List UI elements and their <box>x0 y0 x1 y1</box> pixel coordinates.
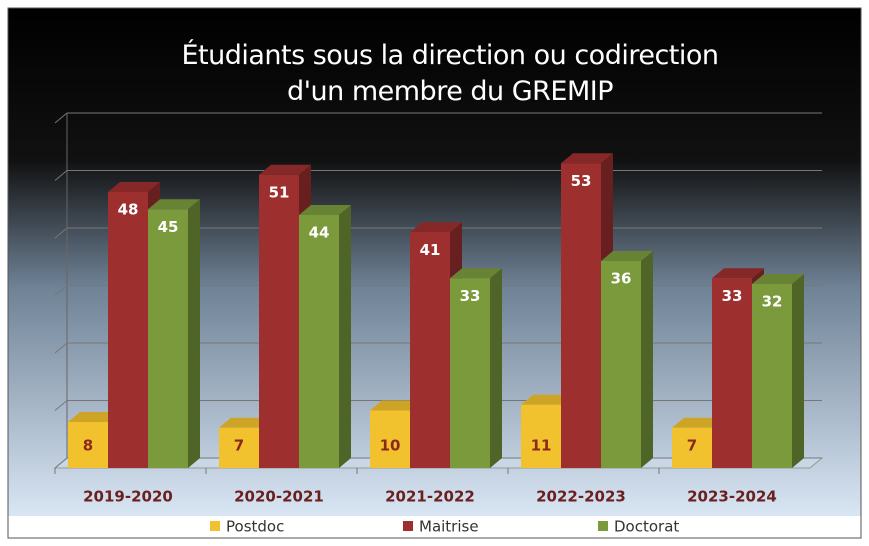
bar <box>601 261 641 468</box>
data-label: 8 <box>83 437 93 455</box>
grid-line-wall <box>54 285 68 296</box>
data-label: 41 <box>420 241 441 259</box>
data-label: 7 <box>687 437 697 455</box>
data-label: 51 <box>269 183 290 201</box>
bar-top <box>219 417 271 428</box>
bar <box>561 163 601 468</box>
bar <box>712 278 752 468</box>
bar <box>672 427 712 468</box>
bar <box>108 192 148 468</box>
bar-top <box>259 164 311 175</box>
data-label: 48 <box>118 201 139 219</box>
grid-line-wall <box>54 170 68 181</box>
legend-swatch <box>403 521 413 531</box>
data-label: 44 <box>309 224 330 242</box>
bar <box>299 215 339 468</box>
grid-line-wall <box>54 457 68 469</box>
bar-top <box>712 268 764 279</box>
bar <box>370 410 410 468</box>
data-label: 32 <box>762 293 783 311</box>
bar-top <box>370 400 422 411</box>
bar <box>68 422 108 468</box>
bar-side <box>792 274 804 468</box>
bar-top <box>410 222 462 233</box>
bar <box>259 174 299 468</box>
bar-top <box>521 394 573 405</box>
data-label: 45 <box>158 218 179 236</box>
data-label: 10 <box>380 437 401 455</box>
bar-side <box>490 268 502 468</box>
bar <box>450 278 490 468</box>
bar <box>752 284 792 468</box>
grid-line-wall <box>54 227 68 239</box>
bar <box>410 232 450 468</box>
bar-top <box>601 251 653 261</box>
data-label: 33 <box>460 287 481 305</box>
x-tick-label: 2020-2021 <box>234 488 324 506</box>
chart-title: Étudiants sous la direction ou codirecti… <box>181 40 719 107</box>
bar-side <box>641 251 653 468</box>
x-tick-label: 2022-2023 <box>536 488 626 506</box>
x-tick-label: 2021-2022 <box>385 488 475 506</box>
legend-swatch <box>598 521 608 531</box>
frame <box>7 7 862 539</box>
bar-top <box>148 199 200 210</box>
bar <box>521 404 561 468</box>
x-tick-label: 2023-2024 <box>687 488 777 506</box>
grid-line-wall <box>54 400 68 411</box>
legend-label: Maitrise <box>419 518 479 536</box>
x-tick-label: 2019-2020 <box>83 488 173 506</box>
grid-line-wall <box>54 342 68 354</box>
bar-top <box>299 205 351 215</box>
data-label: 7 <box>234 437 244 455</box>
bar-top <box>108 182 160 192</box>
bar-top <box>68 412 120 422</box>
legend-swatch <box>210 521 220 531</box>
data-label: 33 <box>722 287 743 305</box>
legend-label: Doctorat <box>614 518 679 536</box>
bar-top <box>672 417 724 428</box>
bar <box>219 427 259 468</box>
data-label: 36 <box>611 270 632 288</box>
bar-side <box>339 205 351 468</box>
bar-side <box>188 199 200 468</box>
data-label: 53 <box>571 172 592 190</box>
legend-label: Postdoc <box>226 518 284 536</box>
grid-line-wall <box>54 112 68 124</box>
bar-top <box>561 153 613 164</box>
bar-top <box>752 274 804 284</box>
bar <box>148 209 188 468</box>
data-label: 11 <box>531 437 552 455</box>
bar-top <box>450 268 502 279</box>
